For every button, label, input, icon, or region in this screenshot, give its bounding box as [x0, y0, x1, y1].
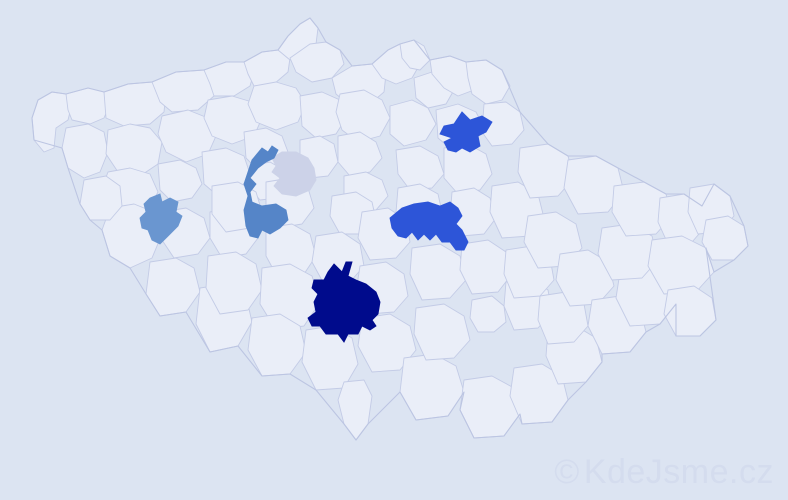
district-mlada-boleslav[interactable] — [336, 90, 390, 142]
district-pelhrimov[interactable] — [312, 232, 364, 284]
district-sokolov[interactable] — [66, 88, 110, 124]
district-teplice[interactable] — [244, 50, 290, 86]
district-tabor-south[interactable] — [248, 314, 306, 376]
district-northeast-vivid[interactable] — [439, 111, 493, 153]
district-jindrichuv-hradec[interactable] — [260, 264, 320, 330]
district-south-navy[interactable] — [307, 261, 381, 343]
district-rokycany[interactable] — [158, 160, 202, 202]
district-east-vivid[interactable] — [389, 201, 469, 251]
country-outline — [31, 17, 749, 441]
district-central-medium[interactable] — [243, 145, 289, 239]
district-nachod[interactable] — [466, 60, 510, 104]
district-ceske-budejovice[interactable] — [206, 252, 262, 314]
district-pardubice[interactable] — [396, 146, 444, 190]
district-jicin[interactable] — [390, 100, 436, 146]
district-prerov[interactable] — [556, 250, 614, 306]
district-rychnov[interactable] — [482, 102, 524, 146]
district-central-pale[interactable] — [271, 151, 317, 197]
district-plzen-sever[interactable] — [106, 124, 162, 176]
district-west-light[interactable] — [139, 193, 183, 245]
district-znojmo[interactable] — [400, 354, 464, 420]
district-decin[interactable] — [290, 42, 344, 82]
watermark: © KdeJsme.cz — [554, 453, 774, 492]
district-zdar-nad-sazavou[interactable] — [410, 244, 466, 300]
district-frydek-mistek[interactable] — [648, 236, 714, 294]
district-jablonec[interactable] — [400, 40, 430, 70]
district-nymburk[interactable] — [338, 132, 382, 176]
district-jh-south[interactable] — [302, 326, 358, 390]
district-tabor[interactable] — [266, 224, 316, 278]
district-litomerice[interactable] — [248, 82, 306, 130]
watermark-text: KdeJsme.cz — [583, 453, 774, 491]
district-blansko[interactable] — [460, 240, 512, 294]
district-brno-venkov[interactable] — [414, 304, 470, 360]
copyright-icon: © — [554, 453, 580, 491]
district-brno-mesto[interactable] — [470, 296, 506, 332]
district-jh-tip[interactable] — [338, 380, 372, 440]
district-layer — [32, 18, 748, 440]
